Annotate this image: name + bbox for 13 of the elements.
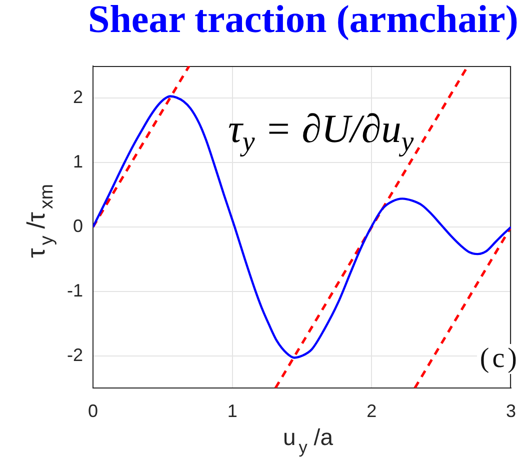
y-tick-label: 0	[72, 216, 83, 236]
y-tick-label: -2	[66, 344, 83, 365]
x-tick-label: 1	[227, 400, 238, 421]
x-axis-title: u$_{y}$ /a	[283, 424, 333, 458]
annotation: (c)	[476, 343, 520, 374]
x-tick-label: 0	[88, 400, 98, 421]
annotation: τ$_{y}$ = ∂U/∂u$_{y}$	[228, 105, 414, 159]
y-tick-label: 1	[72, 152, 83, 172]
y-tick-label: -1	[66, 280, 83, 300]
chart-title: Shear traction (armchair)	[88, 0, 518, 43]
x-tick-label: 3	[506, 400, 516, 421]
y-tick-label: 2	[72, 87, 83, 108]
x-tick-label: 2	[366, 400, 377, 421]
